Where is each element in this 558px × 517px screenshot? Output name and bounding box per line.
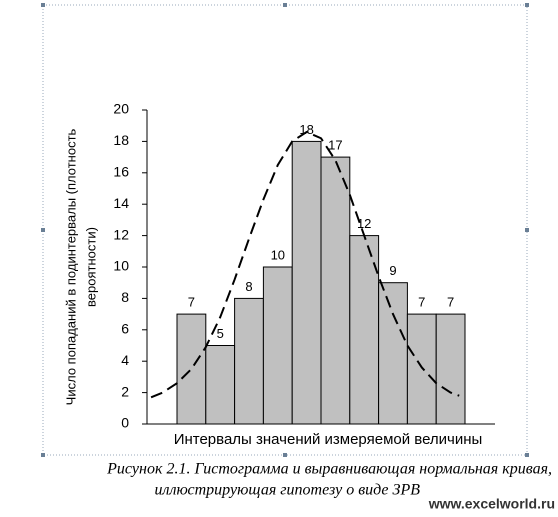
- y-axis-label-line: Число попаданий в подинтервалы (плотност…: [63, 128, 78, 405]
- data-label: 9: [389, 263, 396, 278]
- bar: [234, 297, 264, 425]
- bar: [205, 345, 236, 425]
- y-tick-label: 18: [113, 132, 129, 148]
- caption: иллюстрирующая гипотезу о виде ЗРВ: [155, 482, 421, 499]
- y-axis-label: Число попаданий в подинтервалы (плотност…: [63, 128, 98, 405]
- watermark: www.excelworld.ru: [428, 496, 555, 512]
- y-axis-label-line: вероятности): [83, 227, 98, 307]
- bar: [378, 282, 408, 425]
- y-tick-label: 14: [113, 195, 129, 211]
- bar: [435, 313, 466, 425]
- y-tick-label: 12: [113, 226, 129, 242]
- y-tick-label: 4: [121, 352, 129, 368]
- caption: Рисунок 2.1. Гистограмма и выравнивающая…: [106, 461, 552, 478]
- y-tick-label: 0: [121, 415, 129, 431]
- data-label: 8: [245, 279, 252, 294]
- data-label: 12: [357, 216, 371, 231]
- data-label: 5: [217, 326, 224, 341]
- data-label: 7: [447, 295, 454, 310]
- y-tick-label: 20: [113, 101, 129, 117]
- y-tick-label: 10: [113, 258, 129, 274]
- bar: [176, 313, 207, 425]
- normal-curve: [150, 130, 460, 399]
- data-label: 7: [188, 295, 195, 310]
- y-tick-label: 8: [121, 289, 129, 305]
- data-label: 18: [299, 122, 313, 137]
- bar: [291, 140, 322, 425]
- y-tick-label: 6: [121, 321, 129, 337]
- bar: [262, 266, 293, 425]
- data-label: 7: [418, 295, 425, 310]
- data-label: 17: [328, 138, 342, 153]
- x-axis-label: Интервалы значений измеряемой величины: [174, 431, 483, 448]
- bar: [406, 313, 437, 425]
- data-label: 10: [271, 247, 285, 262]
- y-tick-label: 16: [113, 164, 129, 180]
- bar: [320, 156, 351, 425]
- frame-handles: [41, 3, 529, 457]
- y-tick-label: 2: [121, 383, 129, 399]
